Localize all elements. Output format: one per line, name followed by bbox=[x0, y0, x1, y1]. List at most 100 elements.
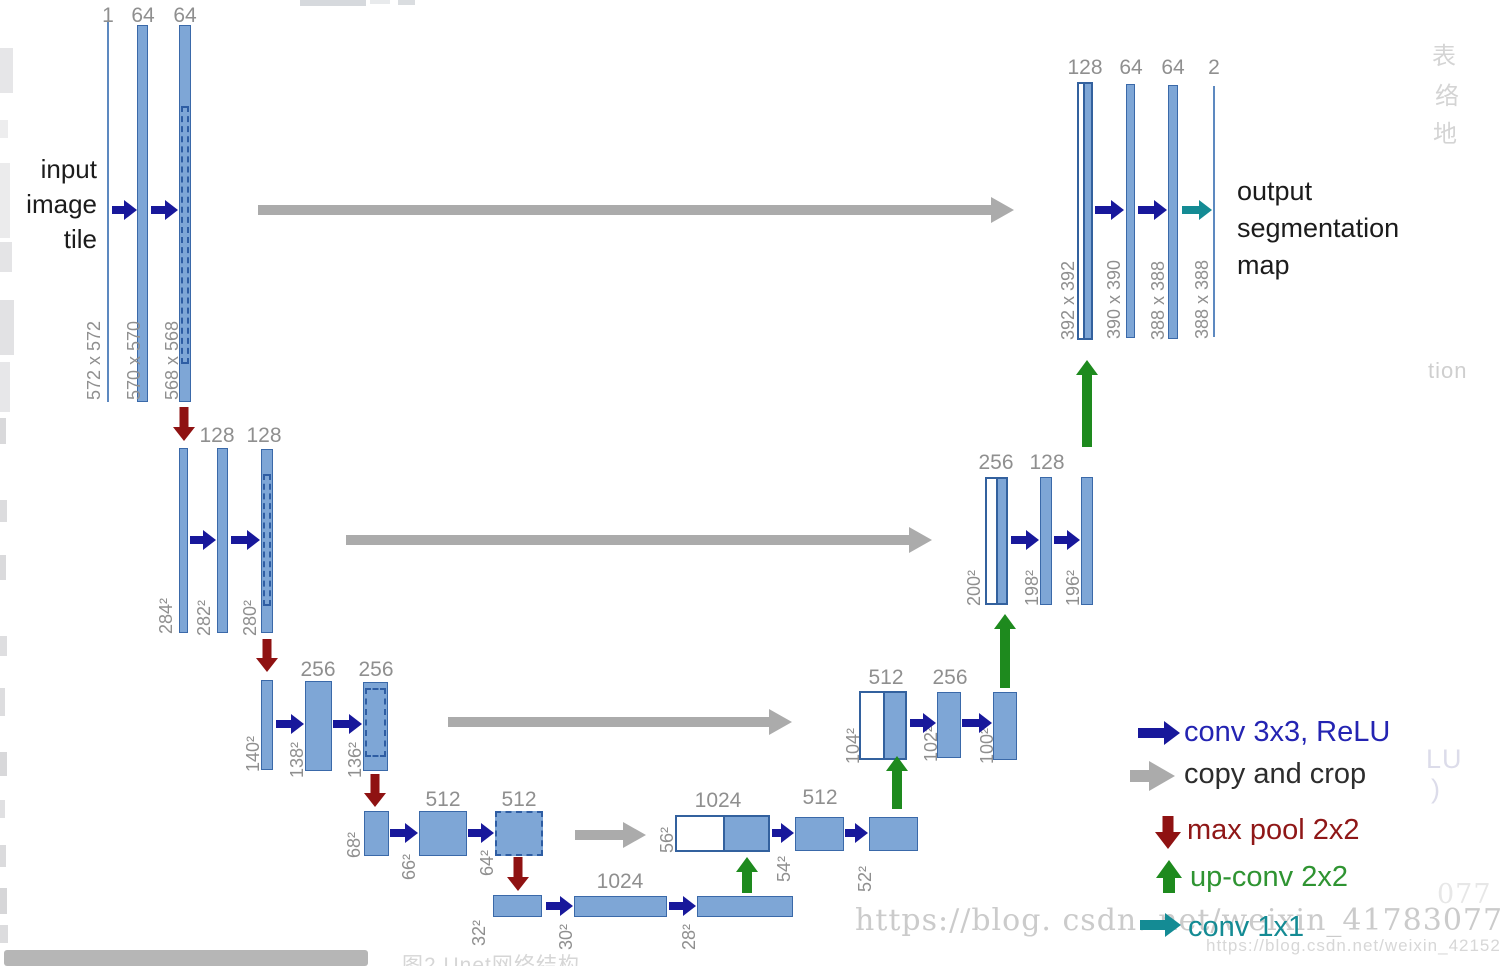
map-size-label: 388 x 388 bbox=[1192, 259, 1212, 339]
map-size-label: 104² bbox=[843, 727, 863, 764]
channel-count-label: 1024 bbox=[596, 870, 644, 893]
conv3x3-arrow bbox=[112, 200, 137, 220]
conv3x3-arrow bbox=[276, 714, 304, 734]
channel-count-label: 512 bbox=[868, 666, 904, 689]
upconv-arrow bbox=[736, 857, 758, 893]
feature-map-dec2-concat bbox=[985, 477, 1008, 605]
map-size-label: 196² bbox=[1063, 569, 1083, 606]
channel-count-label: 256 bbox=[978, 451, 1014, 474]
channel-count-label: 128 bbox=[1067, 56, 1103, 79]
channel-count-label: 128 bbox=[199, 424, 235, 447]
feature-map-enc4-in bbox=[364, 811, 389, 856]
channel-count-label: 256 bbox=[358, 658, 394, 681]
feature-map-dec2-conv2 bbox=[1081, 477, 1093, 605]
conv3x3-arrow bbox=[1054, 530, 1080, 550]
left-edge-fragment bbox=[0, 752, 7, 776]
feature-map-enc4-conv2 bbox=[495, 811, 543, 856]
copy-crop-arrow bbox=[346, 527, 932, 553]
upconv-arrow bbox=[994, 614, 1016, 688]
channel-count-label: 512 bbox=[802, 786, 838, 809]
feature-map-dec3-conv2 bbox=[993, 692, 1017, 760]
concat-upconv-half bbox=[996, 479, 1006, 603]
maxpool-arrow bbox=[507, 857, 529, 891]
conv3x3-arrow bbox=[190, 530, 216, 550]
map-size-label: 198² bbox=[1022, 569, 1042, 606]
feature-map-enc2-conv1 bbox=[217, 448, 228, 633]
map-size-label: 280² bbox=[240, 599, 260, 636]
maxpool-arrow bbox=[256, 639, 278, 672]
figure-caption: 图2 Unet网络结构 bbox=[402, 954, 580, 966]
top-edge-fragment bbox=[398, 0, 415, 5]
map-size-label: 32² bbox=[469, 919, 489, 946]
left-edge-fragment bbox=[0, 636, 7, 656]
map-size-label: 388 x 388 bbox=[1148, 260, 1168, 340]
feature-map-enc3-conv2 bbox=[363, 682, 388, 771]
input-caption-line2: image bbox=[26, 189, 97, 219]
conv1x1-arrow bbox=[1182, 200, 1212, 220]
channel-count-label: 64 bbox=[1161, 56, 1185, 79]
legend-maxpool-arrow bbox=[1155, 816, 1181, 849]
map-size-label: 200² bbox=[964, 569, 984, 606]
legend-label: copy and crop bbox=[1184, 758, 1367, 790]
conv3x3-arrow bbox=[910, 713, 936, 733]
left-edge-fragment bbox=[0, 845, 6, 867]
crop-dash-region bbox=[365, 688, 386, 757]
map-size-label: 568 x 568 bbox=[162, 320, 182, 400]
output-caption: output segmentation map bbox=[1237, 173, 1399, 284]
feature-map-dec1-conv1 bbox=[1126, 84, 1135, 338]
feature-map-dec3-concat bbox=[859, 691, 907, 760]
watermark-url-1: https://blog. csdn. net/weixin_41783077 bbox=[855, 903, 1501, 938]
map-size-label: 284² bbox=[156, 597, 176, 634]
feature-map-output-map bbox=[1213, 86, 1215, 337]
map-size-label: 570 x 570 bbox=[124, 320, 144, 400]
watermark-ghost-077: 077 bbox=[1437, 879, 1492, 910]
map-size-label: 56² bbox=[657, 826, 677, 853]
feature-map-enc3-conv1 bbox=[305, 681, 332, 771]
map-size-label: 52² bbox=[855, 865, 875, 892]
watermark-cjk-2: 络 bbox=[1435, 83, 1460, 110]
feature-map-dec4-concat bbox=[675, 815, 770, 852]
left-edge-fragment bbox=[0, 500, 7, 522]
legend-conv1x1-arrow bbox=[1140, 913, 1181, 937]
map-size-label: 390 x 390 bbox=[1104, 259, 1124, 339]
crop-dash-region bbox=[263, 474, 271, 606]
feature-map-dec2-conv1 bbox=[1040, 477, 1052, 605]
watermark-tion: tion bbox=[1428, 358, 1468, 383]
input-caption-line1: input bbox=[40, 154, 97, 184]
input-caption-line3: tile bbox=[63, 224, 97, 254]
channel-count-label: 256 bbox=[932, 666, 968, 689]
feature-map-bottom-conv2 bbox=[697, 896, 793, 917]
top-edge-fragment bbox=[370, 0, 390, 4]
left-edge-fragment bbox=[0, 300, 14, 355]
output-caption-line1: output bbox=[1237, 176, 1313, 206]
input-caption: input image tile bbox=[0, 152, 97, 257]
feature-map-dec4-conv2 bbox=[869, 817, 918, 851]
left-edge-fragment bbox=[0, 555, 6, 580]
watermark-ghost-lu: LU bbox=[1426, 744, 1463, 774]
legend-conv3x3-arrow bbox=[1138, 721, 1180, 745]
copy-crop-arrow bbox=[575, 822, 646, 848]
left-edge-fragment bbox=[0, 925, 8, 943]
map-size-label: 140² bbox=[243, 735, 263, 772]
feature-map-dec4-conv1 bbox=[795, 817, 844, 851]
map-size-label: 54² bbox=[774, 855, 794, 882]
channel-count-label: 512 bbox=[425, 788, 461, 811]
map-size-label: 136² bbox=[345, 741, 365, 778]
left-edge-fragment bbox=[0, 800, 5, 818]
map-size-label: 30² bbox=[556, 923, 576, 950]
channel-count-label: 2 bbox=[1208, 56, 1220, 79]
conv3x3-arrow bbox=[231, 530, 260, 550]
map-size-label: 68² bbox=[344, 831, 364, 858]
map-size-label: 100² bbox=[977, 727, 997, 764]
feature-map-dec1-conv2 bbox=[1168, 85, 1178, 339]
bottom-gray-bar bbox=[4, 950, 368, 966]
map-size-label: 282² bbox=[194, 599, 214, 636]
conv3x3-arrow bbox=[1011, 530, 1039, 550]
conv3x3-arrow bbox=[1095, 200, 1124, 220]
legend-copy-crop-arrow bbox=[1130, 761, 1175, 791]
watermark-url-2: https://blog.csdn.net/weixin_42152656 bbox=[1206, 936, 1501, 955]
feature-map-enc1-conv1 bbox=[137, 25, 148, 402]
channel-count-label: 512 bbox=[501, 788, 537, 811]
conv3x3-arrow bbox=[1138, 200, 1167, 220]
left-edge-fragment bbox=[0, 418, 6, 444]
